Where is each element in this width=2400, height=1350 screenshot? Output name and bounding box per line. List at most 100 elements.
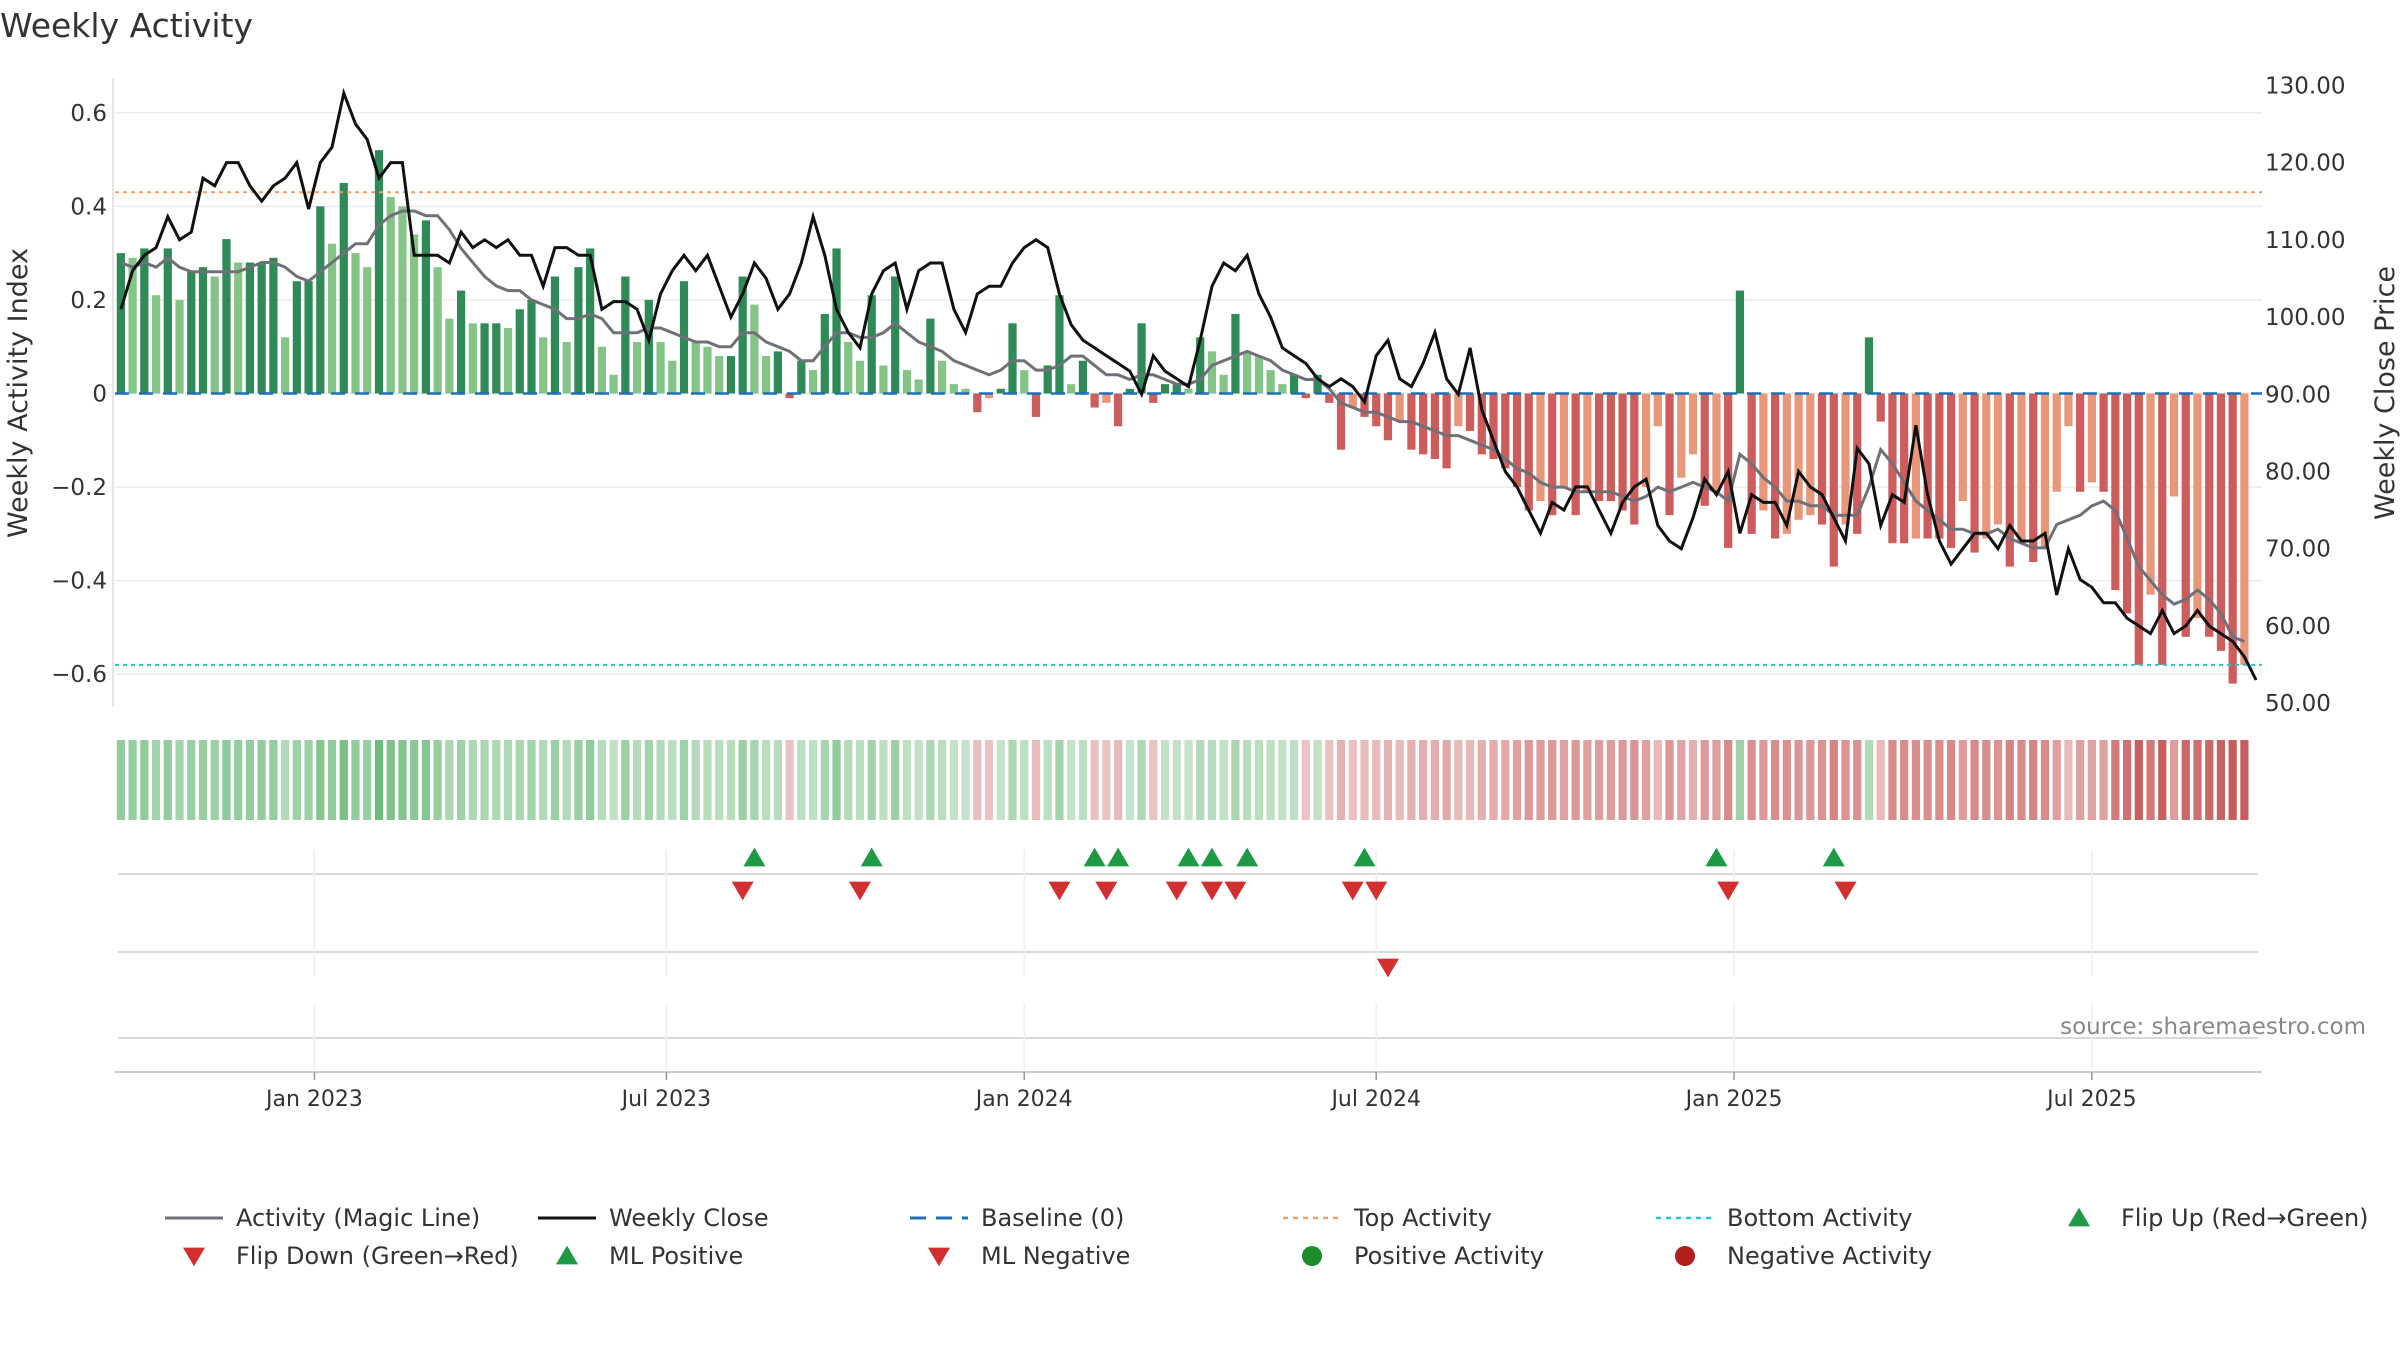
heat-cell	[222, 740, 231, 820]
x-tick-label: Jan 2023	[264, 1087, 363, 1112]
heat-cell	[480, 740, 489, 820]
y-right-tick-label: 70.00	[2265, 537, 2331, 563]
heat-cell	[1501, 740, 1510, 820]
activity-bar	[2216, 393, 2226, 651]
heat-cell	[1184, 740, 1193, 820]
flip-down-marker	[1365, 881, 1388, 901]
heat-cell	[1114, 740, 1123, 820]
heat-cell	[257, 740, 266, 820]
activity-bar	[1759, 393, 1768, 511]
y-axis-right-label: Weekly Close Price	[2370, 266, 2400, 520]
activity-bar	[762, 356, 771, 394]
x-tick-label: Jul 2025	[2045, 1087, 2137, 1112]
heat-cell	[1688, 740, 1698, 820]
heat-cell	[1759, 740, 1768, 820]
activity-bar	[1630, 393, 1639, 525]
heat-cell	[1008, 740, 1017, 820]
weekly-close-line	[119, 87, 2258, 681]
activity-bar	[1477, 393, 1486, 455]
y-axis-left-label: Weekly Activity Index	[3, 248, 34, 538]
heat-cell	[1829, 740, 1838, 820]
activity-bar	[2111, 393, 2120, 591]
heat-cell	[1278, 740, 1287, 820]
flip-up-marker	[1705, 847, 1728, 867]
heat-cell	[1196, 740, 1205, 820]
heat-cell	[304, 740, 313, 820]
y-right-tick-label: 50.00	[2265, 691, 2331, 717]
activity-bar	[1817, 393, 1827, 525]
flip-down-marker	[1048, 881, 1071, 901]
legend-label: ML Positive	[609, 1242, 743, 1270]
activity-bar	[1043, 365, 1052, 394]
legend-item: Baseline (0)	[910, 1204, 1124, 1232]
heat-cell	[1606, 740, 1615, 820]
y-right-tick-label: 60.00	[2265, 614, 2331, 640]
activity-bar	[891, 276, 900, 394]
activity-bar	[1900, 393, 1909, 544]
heat-cell	[1876, 740, 1885, 820]
series-lines	[119, 87, 2258, 681]
activity-bar	[973, 393, 982, 413]
legend-item: Bottom Activity	[1656, 1204, 1912, 1232]
heat-cell	[1911, 740, 1921, 820]
y-left-tick-label: 0	[92, 382, 107, 408]
activity-bar	[1548, 393, 1557, 516]
activity-bar	[2029, 393, 2038, 562]
activity-bar	[1688, 393, 1698, 455]
heat-cell	[2193, 740, 2202, 820]
heat-cell	[1149, 740, 1158, 820]
heat-cell	[1219, 740, 1228, 820]
activity-bar	[1794, 393, 1803, 520]
heat-cell	[1841, 740, 1850, 820]
x-tick-label: Jan 2024	[974, 1087, 1073, 1112]
heat-cell	[1712, 740, 1721, 820]
activity-bar	[656, 342, 665, 394]
heat-cell	[1864, 740, 1874, 820]
activity-bar	[1583, 393, 1592, 492]
heat-cell	[1430, 740, 1439, 820]
heat-cell	[2076, 740, 2085, 820]
activity-bar	[1559, 393, 1569, 488]
activity-bar	[128, 257, 137, 394]
heat-cell	[468, 740, 477, 820]
activity-bar	[2158, 393, 2167, 665]
heat-cell	[492, 740, 501, 820]
activity-bar	[339, 182, 348, 394]
x-tick-label: Jan 2025	[1684, 1087, 1783, 1112]
heat-cell	[762, 740, 771, 820]
heat-cell	[1935, 740, 1944, 820]
activity-bar	[1923, 393, 1932, 539]
activity-bar	[281, 337, 290, 394]
heat-cell	[1888, 740, 1897, 820]
legend-item: ML Positive	[556, 1242, 743, 1270]
activity-bar	[539, 337, 548, 394]
activity-bar	[961, 388, 970, 394]
heat-cell	[327, 740, 337, 820]
activity-bar	[210, 276, 219, 394]
activity-bar	[597, 346, 606, 394]
heat-cell	[351, 740, 360, 820]
heat-cell	[1982, 740, 1991, 820]
flip-up-marker	[1177, 847, 1200, 867]
activity-bar	[245, 262, 255, 394]
heat-cell	[621, 740, 630, 820]
heat-cell	[891, 740, 900, 820]
legend-label: Negative Activity	[1727, 1242, 1932, 1270]
activity-bar	[1735, 290, 1745, 394]
heat-cell	[445, 740, 454, 820]
activity-bar	[926, 318, 935, 394]
heat-cell	[1102, 740, 1111, 820]
heat-cell	[1782, 740, 1791, 820]
heat-cell	[879, 740, 888, 820]
activity-bar	[1278, 384, 1287, 394]
activity-bar	[1982, 393, 1991, 539]
heat-cell	[374, 740, 384, 820]
activity-bar	[832, 248, 841, 394]
heat-cell	[316, 740, 325, 820]
activity-bar	[2076, 393, 2085, 492]
heat-cell	[1817, 740, 1827, 820]
activity-bar	[949, 384, 958, 394]
activity-bar	[1571, 393, 1580, 516]
heat-cell	[140, 740, 149, 820]
